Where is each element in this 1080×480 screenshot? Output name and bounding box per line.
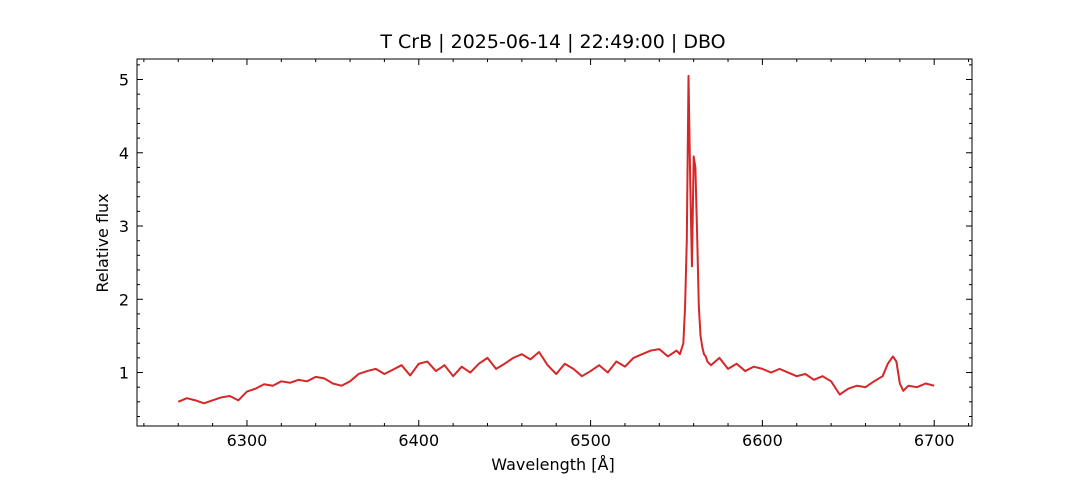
chart-title: T CrB | 2025-06-14 | 22:49:00 | DBO (379, 31, 725, 53)
x-axis-ticks: 6300 6400 6500 6600 6700 (143, 59, 970, 450)
y-tick-label: 1 (119, 364, 129, 383)
plot-area-frame (136, 58, 973, 427)
plot-content (177, 74, 935, 405)
x-tick-label: 6500 (570, 431, 611, 450)
spectrum-line (177, 74, 935, 405)
x-tick-label: 6400 (398, 431, 439, 450)
y-axis-label: Relative flux (93, 193, 112, 292)
y-tick-label: 4 (119, 144, 129, 163)
x-tick-label: 6600 (742, 431, 783, 450)
y-axis-ticks: 1 2 3 4 5 (119, 64, 972, 417)
y-tick-label: 5 (119, 71, 129, 90)
y-tick-label: 3 (119, 217, 129, 236)
y-tick-label: 2 (119, 290, 129, 309)
x-tick-label: 6700 (914, 431, 955, 450)
x-tick-label: 6300 (227, 431, 268, 450)
x-axis-label: Wavelength [Å] (491, 455, 614, 474)
